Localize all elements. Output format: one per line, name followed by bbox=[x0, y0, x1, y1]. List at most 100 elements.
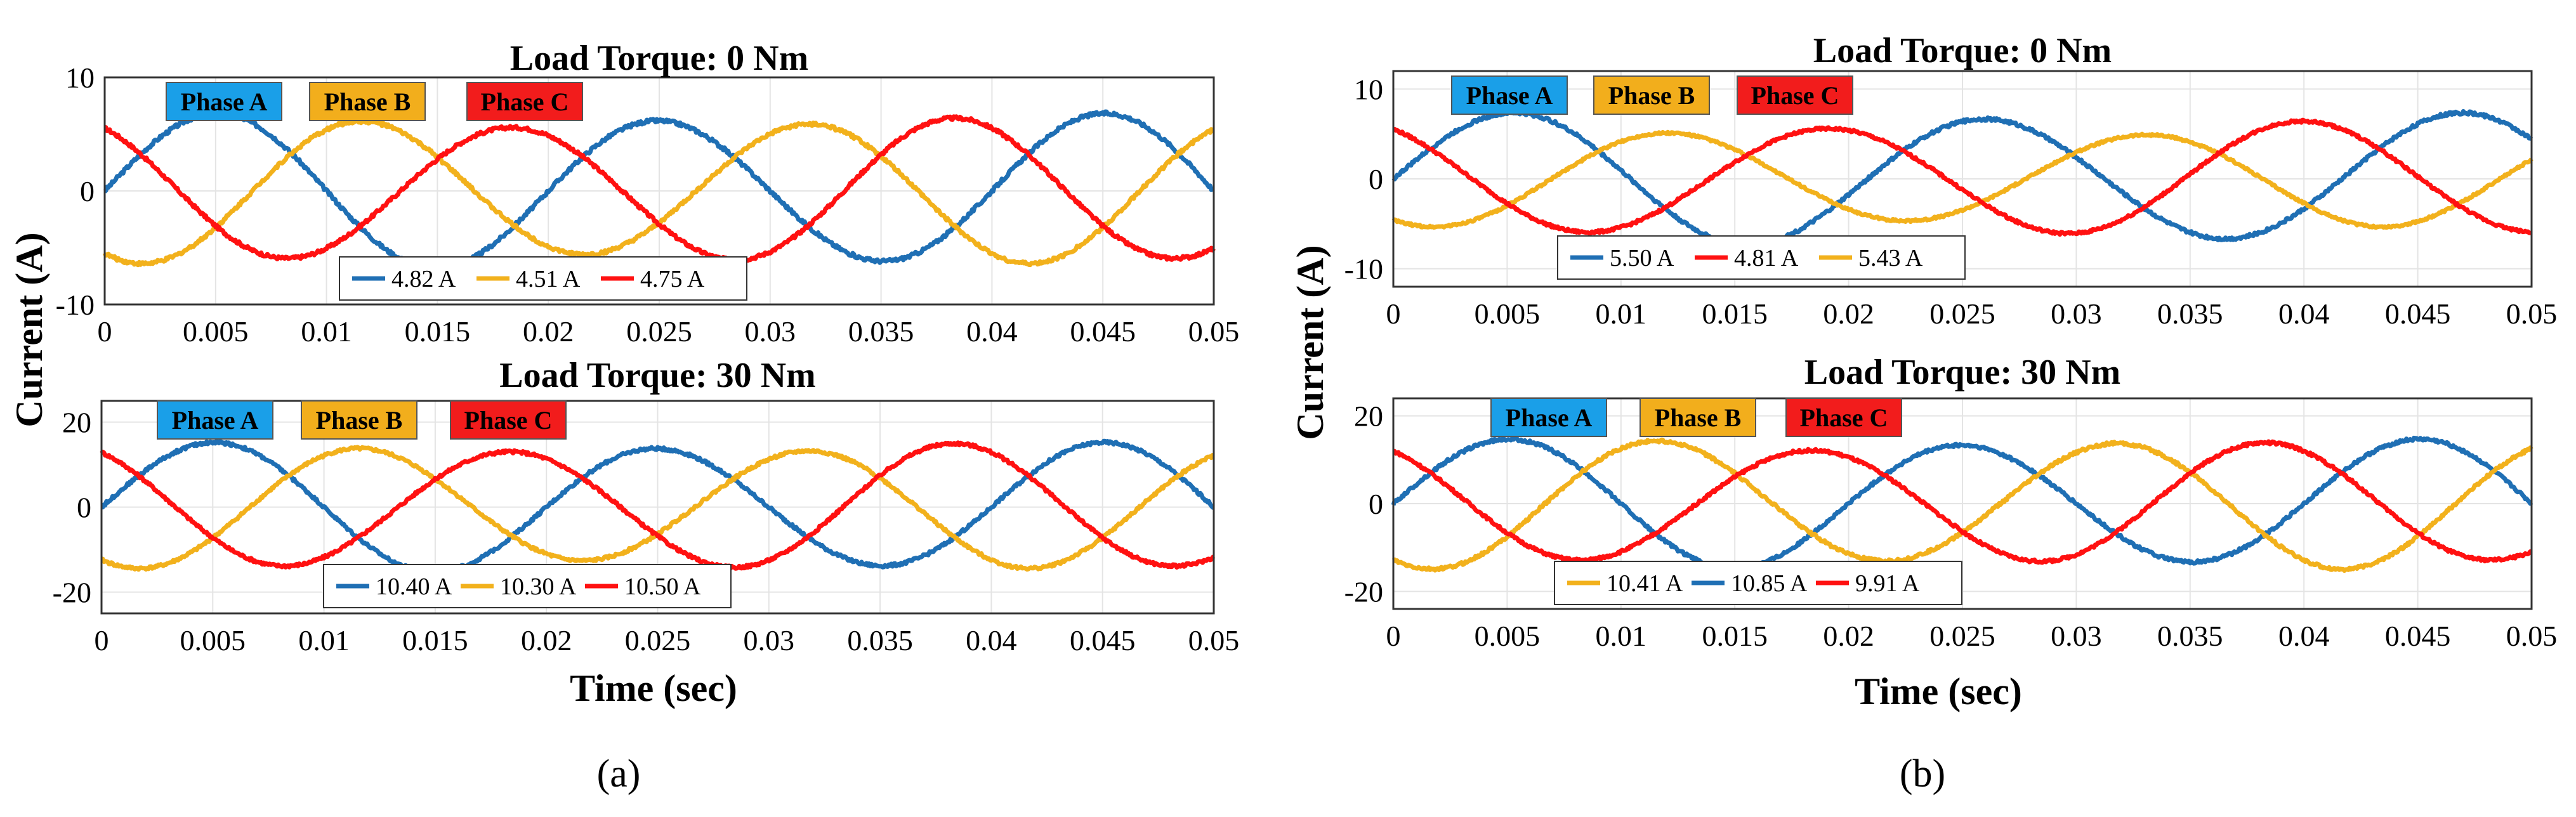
y-tick-label: 0 bbox=[80, 175, 95, 207]
chart-title: Load Torque: 30 Nm bbox=[1804, 353, 2120, 392]
x-tick-label: 0.025 bbox=[625, 624, 691, 657]
plot-frame bbox=[1392, 397, 2533, 610]
phase-badge-b: Phase B bbox=[1640, 398, 1756, 437]
legend-box bbox=[1557, 235, 1966, 280]
figure-a-ylabel: Current (A) bbox=[8, 232, 50, 427]
series-group bbox=[100, 438, 1216, 575]
x-tick-label: 0.01 bbox=[298, 624, 350, 657]
phase-badge-box bbox=[301, 400, 417, 440]
phase-badge-box bbox=[1737, 75, 1853, 115]
legend-box bbox=[339, 256, 747, 301]
phase-badge-label: Phase B bbox=[316, 406, 403, 435]
phase-badge-label: Phase B bbox=[1608, 81, 1695, 110]
panel-a-bottom: Load Torque: 30 Nm 0 0.005 0.01 0.015 0.02 0.0… bbox=[53, 356, 1240, 657]
phase-badge-a: Phase A bbox=[1451, 75, 1568, 115]
phase-badge-label: Phase C bbox=[481, 88, 569, 116]
phase-badge-b: Phase B bbox=[301, 400, 417, 440]
x-tick-label: 0.01 bbox=[1596, 297, 1647, 330]
legend-box bbox=[323, 564, 732, 608]
chart-title: Load Torque: 0 Nm bbox=[510, 39, 808, 78]
legend-label: 10.30 A bbox=[500, 573, 577, 600]
x-tick-label: 0.04 bbox=[966, 315, 1018, 348]
x-tick-label: 0 bbox=[98, 315, 112, 348]
phase-badge-box bbox=[1785, 398, 1902, 437]
phase-badge-box bbox=[166, 82, 282, 121]
chart-title: Load Torque: 0 Nm bbox=[1813, 31, 2112, 70]
x-tick-label: 0.05 bbox=[2506, 620, 2558, 652]
series-line-phase-c bbox=[103, 114, 1216, 264]
x-tick-label: 0.015 bbox=[1702, 297, 1768, 330]
legend-label: 10.85 A bbox=[1731, 570, 1808, 597]
series-line-phase-c bbox=[100, 440, 1216, 571]
legend-label: 4.75 A bbox=[640, 266, 705, 292]
x-tick-label: 0.04 bbox=[966, 624, 1017, 657]
phase-badge-label: Phase B bbox=[324, 88, 411, 116]
x-tick-label: 0.045 bbox=[1070, 624, 1136, 657]
series-line-phase-b bbox=[1391, 129, 2533, 230]
x-tick-label: 0.045 bbox=[1070, 315, 1136, 348]
phase-badge-b: Phase B bbox=[309, 82, 426, 121]
y-tick-label: 0 bbox=[1369, 163, 1383, 195]
panel-b-top: Load Torque: 0 Nm 0 0.005 0.01 0.015 0.02 0.02… bbox=[1344, 31, 2558, 330]
y-tick-label: 20 bbox=[1354, 400, 1383, 433]
phase-badge-box bbox=[1490, 398, 1607, 437]
series-group bbox=[1391, 108, 2533, 249]
phase-badge-c: Phase C bbox=[1737, 75, 1853, 115]
x-tick-label: 0.015 bbox=[405, 315, 471, 348]
phase-badge-label: Phase C bbox=[1800, 403, 1888, 432]
legend-label: 4.81 A bbox=[1734, 245, 1799, 271]
y-tick-label: 0 bbox=[1369, 488, 1383, 520]
x-tick-label: 0.03 bbox=[744, 624, 795, 657]
y-tick-label: -20 bbox=[53, 577, 91, 609]
series-group bbox=[1391, 435, 2533, 573]
x-tick-label: 0.035 bbox=[2157, 297, 2223, 330]
x-tick-label: 0.025 bbox=[1929, 297, 1995, 330]
x-tick-label: 0.035 bbox=[2157, 620, 2223, 652]
phase-badge-a: Phase A bbox=[157, 400, 273, 440]
x-tick-label: 0.03 bbox=[2051, 620, 2102, 652]
x-tick-label: 0 bbox=[1386, 297, 1401, 330]
plot-frame bbox=[100, 400, 1215, 615]
x-tick-label: 0.05 bbox=[2506, 297, 2558, 330]
phase-badge-box bbox=[157, 400, 273, 440]
legend-label: 5.43 A bbox=[1858, 245, 1923, 271]
phase-badge-label: Phase A bbox=[181, 88, 268, 116]
series-line-phase-c bbox=[1392, 439, 2533, 565]
legend-label: 5.50 A bbox=[1610, 245, 1674, 271]
series-line-phase-a bbox=[1391, 108, 2533, 249]
x-tick-label: 0.015 bbox=[1702, 620, 1768, 652]
phase-badge-label: Phase A bbox=[1466, 81, 1553, 110]
phase-badge-a: Phase A bbox=[166, 82, 282, 121]
series-line-phase-c bbox=[1392, 117, 2533, 237]
figure-a: Current (A) Time (sec) (a) bbox=[8, 232, 737, 795]
x-tick-label: 0.035 bbox=[847, 624, 913, 657]
x-tick-label: 0.035 bbox=[848, 315, 914, 348]
plot-frame bbox=[103, 76, 1215, 306]
x-tick-label: 0.005 bbox=[1475, 620, 1541, 652]
x-tick-label: 0.005 bbox=[180, 624, 246, 657]
y-tick-label: 20 bbox=[62, 407, 91, 439]
phase-badge-label: Phase A bbox=[1506, 403, 1593, 432]
legend-box bbox=[1554, 561, 1962, 605]
x-tick-label: 0.02 bbox=[523, 315, 574, 348]
phase-badge-label: Phase C bbox=[1751, 81, 1839, 110]
x-tick-label: 0.04 bbox=[2278, 297, 2330, 330]
y-tick-label: 10 bbox=[1354, 73, 1383, 105]
legend-label: 4.51 A bbox=[516, 266, 581, 292]
figure-b-caption: (b) bbox=[1900, 752, 1945, 795]
phase-badge-label: Phase C bbox=[464, 406, 553, 435]
figure-a-caption: (a) bbox=[597, 752, 641, 795]
panel-a-top: Load Torque: 0 Nm 0 0.005 0.01 0.015 0.02 0.02… bbox=[56, 39, 1240, 348]
x-tick-label: 0.01 bbox=[301, 315, 352, 348]
figure-b: Current (A) Time (sec) (b) bbox=[1289, 245, 2022, 795]
legend: 10.40 A 10.30 A 10.50 A bbox=[323, 564, 732, 608]
x-tick-label: 0.04 bbox=[2278, 620, 2330, 652]
phase-badge-box bbox=[1640, 398, 1756, 437]
figure-b-xlabel: Time (sec) bbox=[1855, 670, 2022, 712]
x-tick-label: 0.025 bbox=[626, 315, 692, 348]
x-tick-label: 0 bbox=[95, 624, 109, 657]
phase-badge-box bbox=[466, 82, 583, 121]
x-tick-label: 0.005 bbox=[183, 315, 249, 348]
figure-a-xlabel: Time (sec) bbox=[570, 667, 737, 709]
